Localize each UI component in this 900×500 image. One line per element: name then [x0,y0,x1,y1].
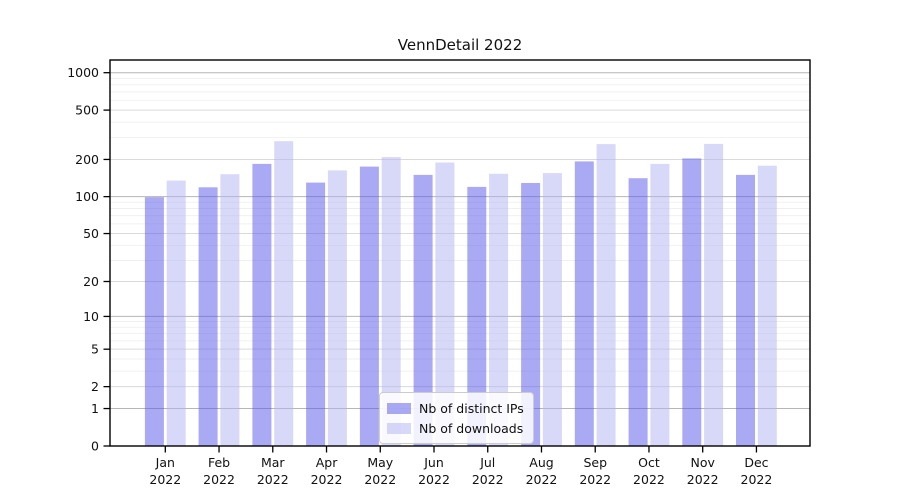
y-tick-label: 50 [83,226,99,241]
x-tick-label: Mar 2022 [257,455,289,487]
y-tick-label: 20 [83,274,99,289]
y-tick-label: 0 [91,439,99,454]
x-tick-label: Aug 2022 [526,455,558,487]
x-tick-label: Nov 2022 [687,455,719,487]
bar-downloads-apr [327,170,347,446]
x-tick-label: Jan 2022 [149,455,181,487]
x-tick-label: Apr 2022 [311,455,343,487]
bar-ips-apr [306,182,326,446]
bar-downloads-jan [166,180,186,446]
y-tick-label: 2 [91,379,99,394]
x-tick-label: Sep 2022 [579,455,611,487]
x-tick-label: Jul 2022 [472,455,504,487]
x-tick-label: May 2022 [364,455,396,487]
x-tick-label: Dec 2022 [741,455,773,487]
bar-downloads-mar [274,141,294,446]
bar-ips-jan [144,197,164,446]
x-tick-label: Feb 2022 [203,455,235,487]
x-tick-label: Jun 2022 [418,455,450,487]
bar-downloads-aug [542,173,562,446]
bar-downloads-feb [220,174,240,446]
bar-downloads-nov [704,143,724,446]
legend-item-distinct-ips: Nb of distinct IPs [387,398,524,418]
bar-ips-may [359,166,379,446]
y-tick-label: 1000 [67,65,99,80]
legend-swatch-distinct-ips [387,402,411,414]
bar-ips-jul [467,186,487,446]
y-tick-label: 100 [75,189,99,204]
y-tick-label: 200 [75,152,99,167]
y-tick-label: 1 [91,401,99,416]
y-tick-label: 5 [91,342,99,357]
legend: Nb of distinct IPs Nb of downloads [379,392,534,444]
bar-ips-sep [574,161,594,446]
bar-downloads-jul [489,173,509,447]
bar-ips-oct [628,178,648,446]
legend-swatch-downloads [387,422,411,434]
legend-item-downloads: Nb of downloads [387,418,524,438]
bar-ips-mar [252,163,272,446]
bar-ips-aug [521,183,541,446]
plot-border [109,59,811,447]
bar-ips-dec [736,174,755,446]
bar-ips-jun [413,174,433,446]
legend-label-distinct-ips: Nb of distinct IPs [419,400,524,416]
y-tick-label: 10 [83,309,99,324]
bar-ips-nov [682,158,702,446]
bar-downloads-dec [757,165,777,446]
bar-downloads-jun [435,162,455,446]
bar-downloads-sep [596,144,616,446]
bar-ips-feb [198,187,218,447]
bar-downloads-oct [650,163,670,446]
x-tick-label: Oct 2022 [633,455,665,487]
y-tick-label: 500 [75,103,99,118]
bar-downloads-may [381,157,401,446]
chart-title: VennDetail 2022 [397,36,523,54]
legend-label-downloads: Nb of downloads [419,420,524,436]
